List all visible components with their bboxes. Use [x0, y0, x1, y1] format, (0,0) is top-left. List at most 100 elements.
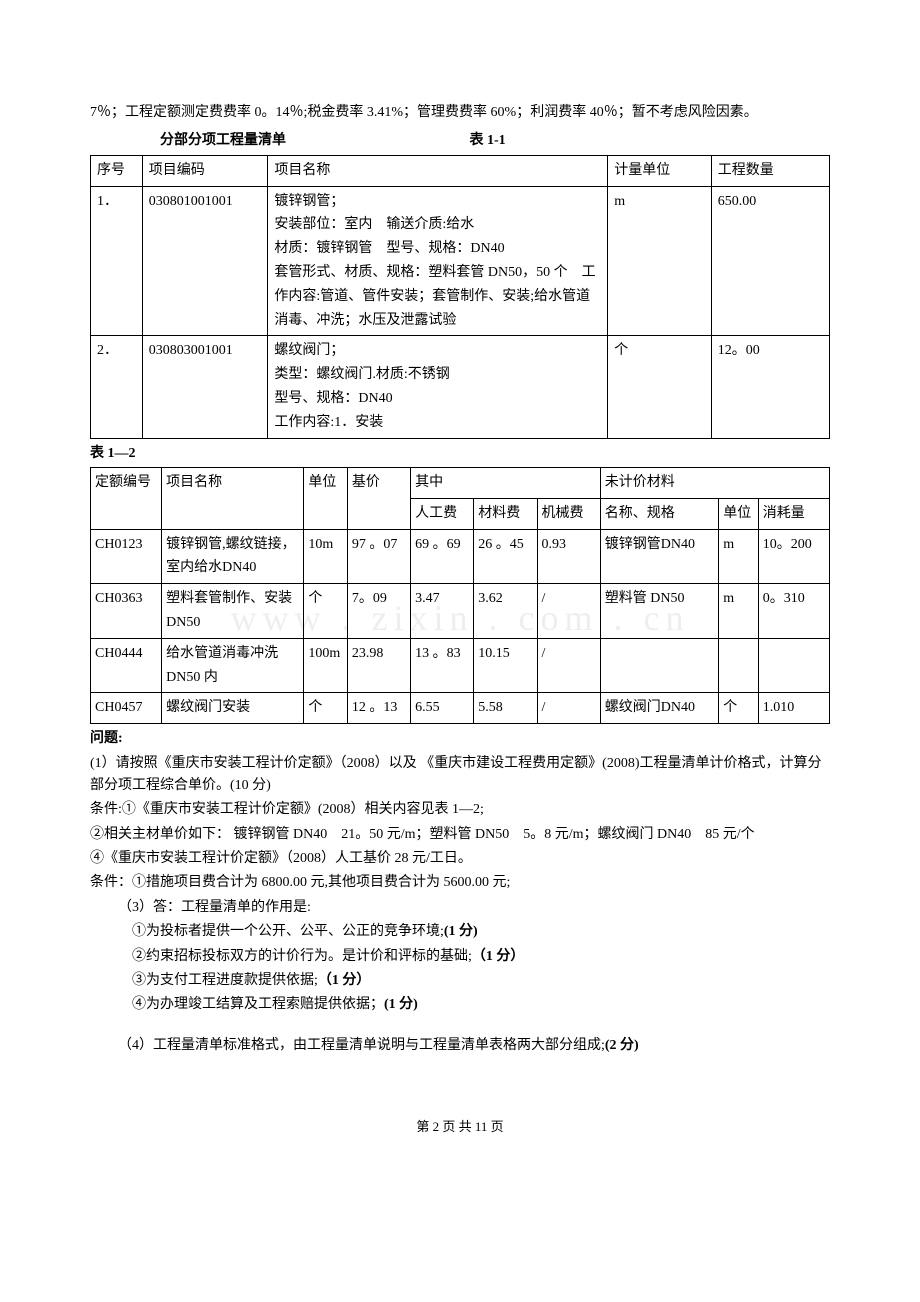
- th: 人工费: [411, 498, 474, 529]
- cell: 螺纹阀门DN40: [600, 693, 719, 724]
- table-row: 定额编号 项目名称 单位 基价 其中 未计价材料: [91, 467, 830, 498]
- th: 单位: [304, 467, 347, 529]
- th: 工程数量: [711, 155, 829, 186]
- cell: 030801001001: [142, 186, 268, 336]
- cell: 10.15: [474, 638, 537, 693]
- cell: 12 。13: [347, 693, 410, 724]
- cell: 镀锌钢管； 安装部位：室内 输送介质:给水 材质：镀锌钢管 型号、规格：DN40…: [268, 186, 608, 336]
- cell: 030803001001: [142, 336, 268, 438]
- cell: 97 。07: [347, 529, 410, 584]
- cond3: ④《重庆市安装工程计价定额》（2008）人工基价 28 元/工日。: [90, 848, 830, 870]
- a3-1-score: (1 分): [444, 924, 478, 939]
- table-row: CH0457 螺纹阀门安装 个 12 。13 6.55 5.58 / 螺纹阀门D…: [91, 693, 830, 724]
- a3-head: （3）答：工程量清单的作用是:: [90, 897, 830, 919]
- cell: 2．: [91, 336, 143, 438]
- cell: 塑料管 DN50: [600, 584, 719, 639]
- th: 项目名称: [268, 155, 608, 186]
- cond: 条件:①《重庆市安装工程计价定额》(2008）相关内容见表 1—2;: [90, 799, 830, 821]
- cell: 螺纹阀门安装: [162, 693, 304, 724]
- cell: /: [537, 693, 600, 724]
- table-row: 序号 项目编码 项目名称 计量单位 工程数量: [91, 155, 830, 186]
- a3-2-score: （1 分）: [472, 949, 525, 964]
- a4-text: （4）工程量清单标准格式，由工程量清单说明与工程量清单表格两大部分组成;: [118, 1038, 605, 1053]
- cell: 13 。83: [411, 638, 474, 693]
- cond4: 条件：①措施项目费合计为 6800.00 元,其他项目费合计为 5600.00 …: [90, 872, 830, 894]
- a3-3-score: （1 分）: [318, 973, 371, 988]
- th: 材料费: [474, 498, 537, 529]
- th: 项目编码: [142, 155, 268, 186]
- a3-2: ②约束招标投标双方的计价行为。是计价和评标的基础;（1 分）: [90, 946, 830, 968]
- cell: m: [719, 529, 759, 584]
- a4-score: (2 分): [605, 1038, 639, 1053]
- th: 单位: [719, 498, 759, 529]
- table-row: 1． 030801001001 镀锌钢管； 安装部位：室内 输送介质:给水 材质…: [91, 186, 830, 336]
- cell: m: [719, 584, 759, 639]
- cell: 0。310: [758, 584, 829, 639]
- table-2: 定额编号 项目名称 单位 基价 其中 未计价材料 人工费 材料费 机械费 名称、…: [90, 467, 830, 724]
- cell: [600, 638, 719, 693]
- cell: 镀锌钢管,螺纹链接，室内给水DN40: [162, 529, 304, 584]
- th: 定额编号: [91, 467, 162, 529]
- a3-4-score: (1 分): [384, 997, 418, 1012]
- a3-3: ③为支付工程进度款提供依据;（1 分）: [90, 970, 830, 992]
- a3-3-text: ③为支付工程进度款提供依据;: [132, 973, 318, 988]
- table-row: 2． 030803001001 螺纹阀门； 类型：螺纹阀门.材质:不锈钢 型号、…: [91, 336, 830, 438]
- cell: 个: [719, 693, 759, 724]
- cell: 螺纹阀门； 类型：螺纹阀门.材质:不锈钢 型号、规格：DN40 工作内容:1．安…: [268, 336, 608, 438]
- cond2: ②相关主材单价如下： 镀锌钢管 DN40 21。50 元/m；塑料管 DN50 …: [90, 824, 830, 846]
- cell: 650.00: [711, 186, 829, 336]
- table-row: CH0123 镀锌钢管,螺纹链接，室内给水DN40 10m 97 。07 69 …: [91, 529, 830, 584]
- table-row: CH0363 塑料套管制作、安装 DN50 个 7。09 3.47 3.62 /…: [91, 584, 830, 639]
- a3-4-text: ④为办理竣工结算及工程索赔提供依据；: [132, 997, 384, 1012]
- cell: 个: [304, 693, 347, 724]
- cell: 23.98: [347, 638, 410, 693]
- cell: m: [608, 186, 711, 336]
- cell: 1．: [91, 186, 143, 336]
- cell: 10。200: [758, 529, 829, 584]
- cell: 塑料套管制作、安装 DN50: [162, 584, 304, 639]
- th: 计量单位: [608, 155, 711, 186]
- th: 序号: [91, 155, 143, 186]
- table-1: 序号 项目编码 项目名称 计量单位 工程数量 1． 030801001001 镀…: [90, 155, 830, 439]
- cell: 0.93: [537, 529, 600, 584]
- table1-title: 分部分项工程量清单 表 1-1: [90, 130, 830, 152]
- cell: 个: [304, 584, 347, 639]
- cell: 个: [608, 336, 711, 438]
- th: 名称、规格: [600, 498, 719, 529]
- cell: 3.62: [474, 584, 537, 639]
- table1-title-left: 分部分项工程量清单: [160, 130, 286, 152]
- a3-1: ①为投标者提供一个公开、公平、公正的竞争环境;(1 分): [90, 921, 830, 943]
- th: 消耗量: [758, 498, 829, 529]
- table2-title: 表 1—2: [90, 443, 830, 465]
- cell: [719, 638, 759, 693]
- cell: 26 。45: [474, 529, 537, 584]
- question-title: 问题:: [90, 728, 830, 750]
- cell: 69 。69: [411, 529, 474, 584]
- table1-title-right: 表 1-1: [470, 130, 506, 152]
- cell: CH0457: [91, 693, 162, 724]
- a3-2-text: ②约束招标投标双方的计价行为。是计价和评标的基础;: [132, 949, 472, 964]
- a3-1-text: ①为投标者提供一个公开、公平、公正的竞争环境;: [132, 924, 444, 939]
- cell: 3.47: [411, 584, 474, 639]
- cell: /: [537, 584, 600, 639]
- th: 基价: [347, 467, 410, 529]
- cell: 1.010: [758, 693, 829, 724]
- cell: 12。00: [711, 336, 829, 438]
- cell: [758, 638, 829, 693]
- th: 项目名称: [162, 467, 304, 529]
- cell: 镀锌钢管DN40: [600, 529, 719, 584]
- th: 其中: [411, 467, 601, 498]
- cell: CH0363: [91, 584, 162, 639]
- q1: (1）请按照《重庆市安装工程计价定额》（2008）以及 《重庆市建设工程费用定额…: [90, 753, 830, 798]
- th: 机械费: [537, 498, 600, 529]
- cell: 10m: [304, 529, 347, 584]
- a3-4: ④为办理竣工结算及工程索赔提供依据；(1 分): [90, 994, 830, 1016]
- cell: 5.58: [474, 693, 537, 724]
- cell: CH0123: [91, 529, 162, 584]
- intro-text: 7％；工程定额测定费费率 0。14％;税金费率 3.41%；管理费费率 60%；…: [90, 102, 830, 124]
- page-footer: 第 2 页 共 11 页: [90, 1117, 830, 1138]
- table-row: CH0444 给水管道消毒冲洗 DN50 内 100m 23.98 13 。83…: [91, 638, 830, 693]
- cell: 6.55: [411, 693, 474, 724]
- cell: /: [537, 638, 600, 693]
- cell: 给水管道消毒冲洗 DN50 内: [162, 638, 304, 693]
